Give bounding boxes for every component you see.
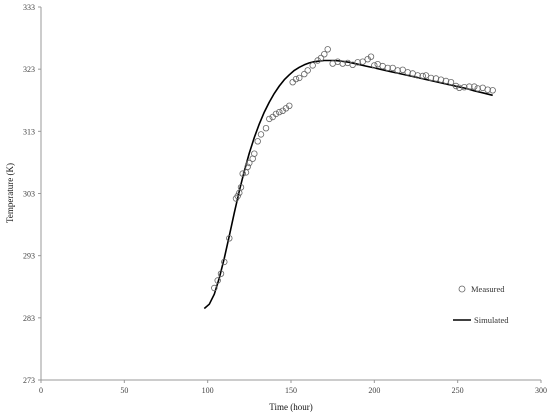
measured-point: [394, 67, 401, 74]
measured-point: [237, 184, 245, 191]
y-tick-label: 323: [23, 65, 35, 74]
measured-point: [211, 284, 218, 292]
measured-point: [399, 66, 406, 73]
measured-point: [214, 277, 221, 284]
measured-point: [389, 64, 396, 72]
measured-point: [251, 150, 258, 157]
measured-point: [226, 235, 233, 242]
x-tick-label: 150: [285, 386, 297, 395]
measured-point: [456, 84, 463, 91]
measured-point: [354, 59, 361, 66]
measured-point: [371, 62, 378, 69]
measured-point: [309, 62, 316, 69]
simulated-series: [203, 59, 493, 310]
x-axis-title: Time (hour): [269, 402, 312, 412]
y-axis-ticks: 273 283 293 303 313 323 333: [23, 3, 41, 385]
measured-point: [272, 110, 280, 118]
measured-point: [384, 64, 391, 72]
measured-point: [489, 87, 496, 94]
measured-point: [419, 72, 426, 80]
measured-point: [304, 67, 311, 74]
measured-point: [266, 115, 273, 123]
measured-point: [289, 78, 296, 86]
measured-point: [447, 78, 455, 86]
measured-point: [286, 102, 293, 109]
measured-point: [301, 70, 308, 78]
measured-point: [217, 270, 225, 277]
measured-point: [474, 85, 481, 92]
legend: Measured Simulated: [453, 284, 509, 325]
measured-point: [242, 169, 250, 176]
measured-point: [321, 51, 328, 58]
measured-point: [246, 159, 253, 167]
x-axis-ticks: 0 50 100 150 200 250 300: [39, 380, 547, 395]
y-axis-title: Temperature (K): [5, 163, 15, 223]
x-tick-label: 200: [368, 386, 380, 395]
measured-point: [349, 61, 356, 69]
legend-measured-marker: [458, 285, 466, 293]
measured-point: [296, 74, 303, 82]
chart-axes: [40, 7, 541, 381]
measured-point: [236, 189, 243, 197]
measured-point: [317, 54, 325, 62]
measured-point: [244, 163, 251, 170]
measured-point: [221, 258, 228, 266]
measured-point: [239, 170, 246, 177]
y-tick-label: 283: [23, 314, 35, 323]
measured-series: [211, 46, 496, 292]
measured-point: [254, 138, 261, 145]
x-tick-label: 250: [452, 386, 464, 395]
y-tick-label: 333: [23, 3, 35, 12]
measured-point: [422, 72, 430, 79]
x-tick-label: 50: [120, 386, 128, 395]
x-tick-label: 300: [535, 386, 547, 395]
measured-point: [324, 46, 331, 53]
x-tick-label: 100: [202, 386, 214, 395]
legend-simulated-label: Simulated: [474, 315, 509, 325]
simulated-line: [203, 59, 493, 310]
measured-point: [262, 124, 270, 132]
measured-point: [367, 53, 375, 60]
measured-point: [292, 75, 300, 83]
measured-point: [269, 113, 276, 121]
measured-point: [257, 131, 265, 138]
y-tick-label: 293: [23, 252, 35, 261]
measured-point: [414, 72, 421, 79]
measured-point: [276, 108, 283, 116]
measured-point: [427, 74, 435, 82]
measured-point: [484, 86, 491, 93]
measured-point: [466, 83, 473, 90]
measured-point: [359, 58, 366, 65]
x-tick-label: 0: [39, 386, 43, 395]
measured-point: [452, 82, 460, 90]
y-tick-label: 273: [23, 376, 35, 385]
y-tick-label: 303: [23, 190, 35, 199]
measured-point: [339, 60, 346, 67]
y-tick-label: 313: [23, 127, 35, 136]
measured-point: [461, 83, 468, 91]
legend-measured-label: Measured: [471, 284, 505, 294]
measured-point: [234, 192, 241, 200]
measured-point: [471, 83, 478, 90]
